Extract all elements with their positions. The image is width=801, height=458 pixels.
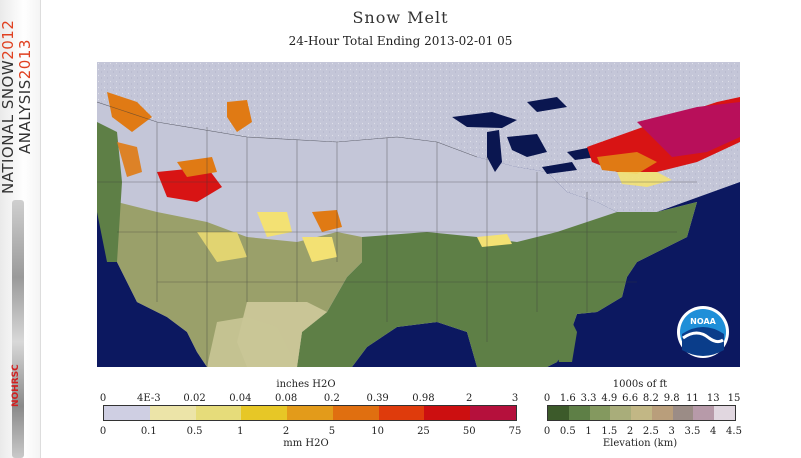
canada-land (97, 62, 740, 212)
bottom-tick-label: 1 (585, 426, 592, 437)
elev_legend-segment (548, 406, 569, 420)
bottom-tick-label: 0 (99, 426, 107, 437)
bottom-tick-label: 4.5 (726, 426, 742, 437)
top-tick-label: 2 (466, 393, 473, 404)
bottom-tick-label: 4 (710, 426, 717, 437)
melt_legend-segment (104, 406, 150, 420)
bottom-tick-label: 10 (371, 426, 385, 437)
elev_legend-segment (651, 406, 673, 420)
melt-legend-top-units: inches H2O (276, 379, 336, 390)
top-tick-label: 0.02 (183, 393, 206, 404)
top-tick-label: 0 (543, 393, 551, 404)
top-tick-label: 4.9 (601, 393, 618, 404)
border-lines (97, 101, 697, 367)
top-tick-label: 0.08 (274, 393, 298, 404)
melt_legend-segment (378, 406, 425, 420)
bottom-tick-label: 25 (417, 426, 430, 437)
bottom-tick-label: 75 (508, 426, 522, 437)
top-tick-label: 1.6 (559, 393, 576, 404)
bottom-tick-label: 0.5 (559, 426, 576, 437)
elev_legend-segment (693, 406, 715, 420)
top-tick-label: 0.2 (323, 393, 340, 404)
elev_legend-segment (672, 406, 694, 420)
melt_legend-segment (424, 406, 471, 420)
top-tick-label: 0.39 (366, 393, 389, 404)
elev_legend-segment (610, 406, 632, 420)
bottom-tick-label: 50 (462, 426, 476, 437)
bottom-tick-label: 3 (668, 426, 675, 437)
snow-free-region (297, 202, 697, 367)
bottom-tick-label: 0 (543, 426, 551, 437)
bottom-tick-label: 2 (626, 426, 634, 437)
melt_legend-segment (332, 406, 379, 420)
bottom-tick-label: 2.5 (642, 426, 659, 437)
melt_legend-segment (287, 406, 333, 420)
top-tick-label: 0.04 (229, 393, 252, 404)
melt-legend-bottom-units: mm H2O (283, 438, 329, 449)
top-tick-label: 6.6 (622, 393, 639, 404)
map-subtitle: 24-Hour Total Ending 2013-02-01 05 (288, 34, 513, 48)
top-tick-label: 13 (706, 393, 720, 404)
map-title: Snow Melt (352, 8, 449, 27)
bottom-tick-label: 0.5 (186, 426, 203, 437)
melt_legend-segment (241, 406, 288, 420)
national-snow-analysis-banner: NATIONAL SNOW2012 ANALYSIS2013 NOHRSC (0, 0, 41, 458)
top-tick-label: 11 (686, 393, 699, 404)
elev_legend-segment (631, 406, 652, 420)
mexico-land (207, 317, 297, 367)
bottom-tick-label: 2 (282, 426, 290, 437)
melt_legend-segment (149, 406, 196, 420)
top-tick-label: 8.2 (642, 393, 659, 404)
bottom-tick-label: 1.5 (601, 426, 618, 437)
bottom-tick-label: 0.1 (140, 426, 157, 437)
banner-mountain-image (12, 200, 24, 458)
bottom-tick-label: 1 (237, 426, 244, 437)
elev-legend-color-bar (547, 405, 736, 421)
melt-areas (107, 92, 740, 262)
top-tick-label: 15 (727, 393, 741, 404)
elev-legend-bottom-units: Elevation (km) (602, 438, 678, 449)
bottom-tick-label: 5 (328, 426, 336, 437)
bottom-tick-label: 3.5 (684, 426, 701, 437)
top-tick-label: 3 (511, 393, 519, 404)
elev_legend-segment (589, 406, 611, 420)
top-tick-label: 9.8 (663, 393, 680, 404)
top-tick-label: 0 (99, 393, 107, 404)
elev_legend-segment (568, 406, 590, 420)
noaa-logo: NOAA (677, 306, 729, 358)
elev_legend-segment (714, 406, 736, 420)
melt-legend-color-bar (103, 405, 517, 421)
top-tick-label: 3.3 (580, 393, 597, 404)
elev-legend-top-units: 1000s of ft (612, 379, 668, 390)
melt_legend-segment (470, 406, 517, 420)
snow-melt-map: NOAA (97, 62, 740, 367)
florida (542, 312, 577, 362)
top-tick-label: 0.98 (412, 393, 435, 404)
pacific-coast-green (97, 122, 122, 262)
noaa-logo-text: NOAA (690, 317, 716, 326)
melt_legend-segment (195, 406, 242, 420)
top-tick-label: 4E-3 (136, 393, 161, 404)
great-lakes (452, 97, 597, 174)
